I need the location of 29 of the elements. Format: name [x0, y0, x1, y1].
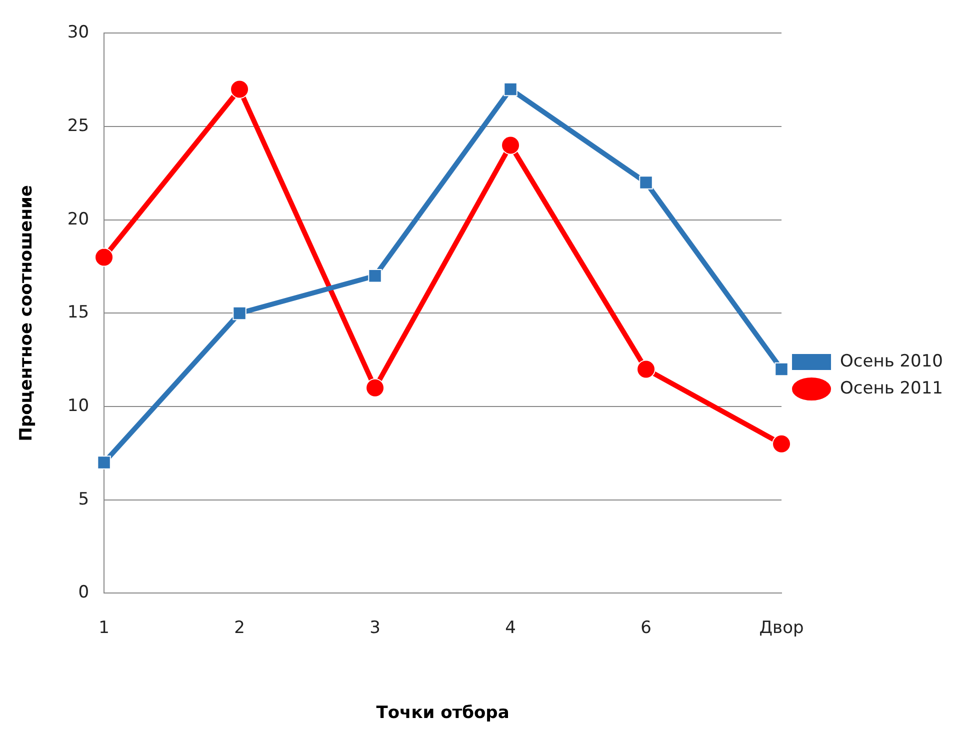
y-axis-title: Процентное соотношение: [16, 185, 37, 442]
y-tick-label: 15: [67, 302, 90, 323]
point: [94, 248, 114, 267]
point: [232, 306, 246, 320]
x-tick-label: Двор: [759, 618, 804, 638]
point: [636, 360, 656, 379]
point: [230, 80, 250, 99]
point: [368, 269, 382, 283]
x-tick-label: 1: [98, 618, 110, 638]
point: [774, 362, 788, 376]
x-axis-title: Точки отбора: [376, 703, 510, 724]
y-tick-label: 5: [78, 489, 90, 510]
x-tick-label: 6: [640, 618, 652, 638]
legend-label: Осень 2010: [840, 351, 944, 372]
x-tick-label: 4: [505, 618, 516, 638]
point: [504, 82, 518, 96]
y-tick-label: 30: [67, 22, 90, 43]
y-tick-label: 25: [67, 116, 90, 136]
legend-label: Осень 2011: [840, 378, 944, 398]
y-tick-label: 0: [78, 582, 90, 603]
point: [366, 378, 385, 398]
point: [772, 434, 792, 454]
point: [639, 176, 653, 190]
point: [97, 456, 111, 470]
x-tick-label: 3: [370, 618, 380, 638]
y-tick-label: 10: [67, 396, 90, 416]
y-tick-label: 20: [67, 209, 90, 230]
point: [501, 136, 520, 155]
x-tick-label: 2: [234, 618, 245, 638]
